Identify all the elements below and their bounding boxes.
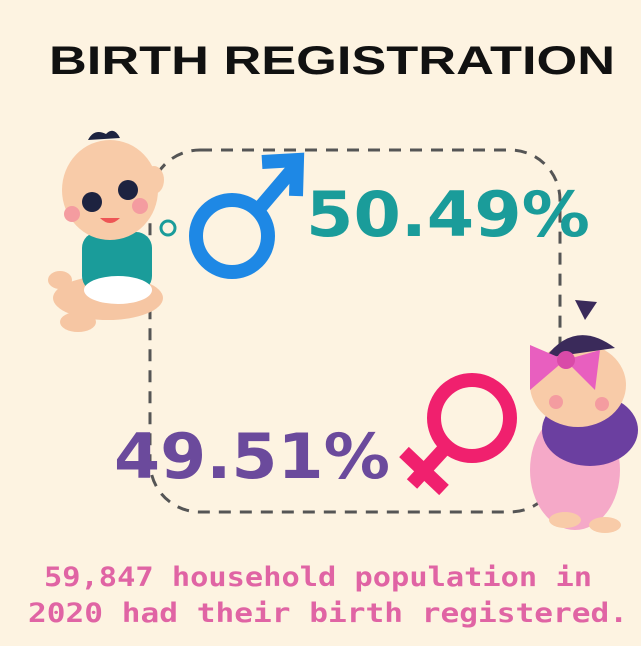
baby-girl	[530, 300, 638, 533]
caption-line: 59,847 household population in	[44, 562, 592, 593]
female-symbol	[399, 373, 517, 496]
caption-line: 2020 had their birth registered.	[28, 598, 628, 629]
dashed-frame	[148, 148, 562, 514]
title: BIRTH REGISTRATION	[49, 39, 615, 83]
baby-boy	[48, 130, 177, 332]
female-percent: 49.51%	[114, 420, 390, 493]
male-symbol	[189, 152, 305, 279]
male-percent: 50.49%	[306, 178, 590, 251]
